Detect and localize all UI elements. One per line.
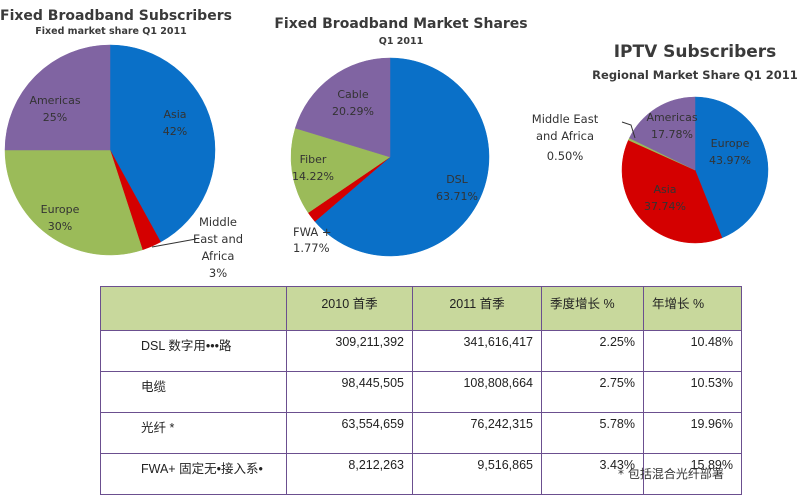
- pie-slice-cable: [294, 57, 391, 158]
- table-cell: 5.78%: [541, 412, 644, 454]
- table-cell: 309,211,392: [286, 330, 413, 372]
- pie-slice-europe: [694, 96, 769, 239]
- slice-value-label: 30%: [48, 220, 72, 233]
- slice-label: Middle: [199, 215, 237, 229]
- slice-value-label: 20.29%: [332, 105, 374, 118]
- slice-label: Africa: [202, 249, 235, 263]
- pie-charts: Asia 42% Middle East and Africa 3% Europe 30% Am…: [4, 44, 769, 280]
- table-cell: 63,554,659: [286, 412, 413, 454]
- slice-label: Europe: [711, 137, 750, 150]
- slice-value-label: 14.22%: [292, 170, 334, 183]
- pie2-subtitle: Q1 2011: [378, 36, 424, 47]
- table-header-cell: 2011 首季: [412, 286, 542, 331]
- table-cell: 10.48%: [643, 330, 742, 372]
- pie-slice-dsl: [314, 57, 490, 257]
- pie-slice-americas: [4, 44, 111, 151]
- slice-value-label: 0.50%: [547, 149, 584, 163]
- table-cell: 10.53%: [643, 371, 742, 413]
- slice-label: Europe: [41, 203, 80, 216]
- table-cell: DSL 数字用•••路: [100, 330, 287, 372]
- pie2-title: Fixed Broadband Market Shares: [274, 16, 528, 32]
- slice-label: Cable: [337, 88, 368, 101]
- pie-slice-asia: [621, 139, 723, 244]
- slice-value-label: 25%: [43, 111, 67, 124]
- slice-value-label: 3%: [209, 266, 227, 280]
- pie-slice-fiber: [290, 127, 391, 214]
- pie3-title: IPTV Subscribers: [613, 42, 777, 62]
- table-cell: 2.25%: [541, 330, 644, 372]
- slice-value-label: 63.71%: [436, 190, 478, 203]
- table-header-cell: 2010 首季: [286, 286, 413, 331]
- slice-label: Americas: [646, 111, 697, 124]
- slice-value-label: 42%: [163, 125, 187, 138]
- table-cell: 光纤 *: [100, 412, 287, 454]
- table-row: 光纤 * 63,554,659 76,242,315 5.78% 19.96%: [100, 412, 742, 454]
- slice-label: East and: [193, 232, 243, 246]
- table-header-cell: 季度增长 %: [541, 286, 644, 331]
- table-header-row: 2010 首季 2011 首季 季度增长 % 年增长 %: [100, 286, 742, 331]
- slice-label: FWA +: [293, 225, 332, 239]
- pie-1: Asia 42% Middle East and Africa 3% Europe 30% Am…: [4, 44, 243, 280]
- table-cell: 2.75%: [541, 371, 644, 413]
- table-header-cell: [100, 286, 287, 331]
- pie1-title: Fixed Broadband Subscribers: [0, 8, 232, 24]
- pie-slice-asia: [109, 44, 216, 243]
- table-row: DSL 数字用•••路 309,211,392 341,616,417 2.25…: [100, 330, 742, 372]
- table-cell: 108,808,664: [412, 371, 542, 413]
- table-cell: 76,242,315: [412, 412, 542, 454]
- table-cell: 8,212,263: [286, 453, 413, 495]
- pie-slice-europe: [4, 149, 143, 256]
- leader-line: [151, 238, 197, 248]
- table-cell: 9,516,865: [412, 453, 542, 495]
- slice-value-label: 43.97%: [709, 154, 751, 167]
- slice-value-label: 17.78%: [651, 128, 693, 141]
- table-footnote: * 包括混合光纤部署: [618, 467, 724, 481]
- pie3-subtitle: Regional Market Share Q1 2011: [592, 68, 798, 82]
- table-cell: 19.96%: [643, 412, 742, 454]
- table-row: 电缆 98,445,505 108,808,664 2.75% 10.53%: [100, 371, 742, 413]
- pie-3: Europe 43.97% Asia 37.74% Middle East and Afr…: [532, 96, 769, 244]
- slice-label: Middle East: [532, 112, 599, 126]
- slice-label: Americas: [29, 94, 80, 107]
- table-cell: FWA+ 固定无•接入系•: [100, 453, 287, 495]
- leader-line: [621, 121, 636, 139]
- slice-label: Asia: [653, 183, 676, 196]
- table-header-cell: 年增长 %: [643, 286, 742, 331]
- slice-value-label: 1.77%: [293, 241, 330, 255]
- table-cell: 电缆: [100, 371, 287, 413]
- slice-label: and Africa: [536, 129, 594, 143]
- table-cell: 98,445,505: [286, 371, 413, 413]
- slice-value-label: 37.74%: [644, 200, 686, 213]
- slice-label: DSL: [446, 173, 468, 186]
- pie-2: DSL 63.71% FWA + 1.77% Fiber 14.22% Cable 20.29…: [290, 57, 490, 257]
- slice-label: Asia: [163, 108, 186, 121]
- subscribers-table: 2010 首季 2011 首季 季度增长 % 年增长 % DSL 数字用•••路…: [100, 286, 742, 495]
- pie-slice-americas: [629, 96, 696, 171]
- table-cell: 341,616,417: [412, 330, 542, 372]
- slice-label: Fiber: [300, 153, 327, 166]
- pie1-subtitle: Fixed market share Q1 2011: [35, 26, 187, 37]
